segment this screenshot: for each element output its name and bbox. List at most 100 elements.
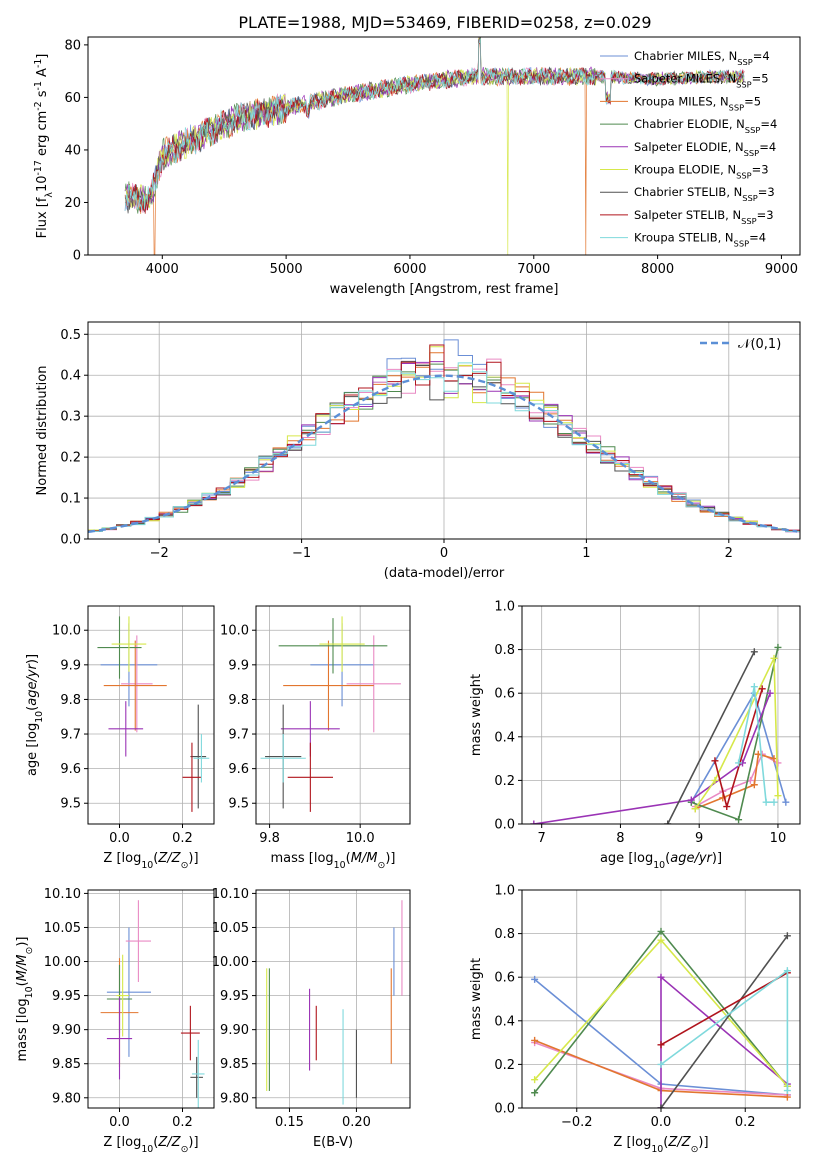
plot-area	[530, 643, 790, 824]
y-tick-label: 0.0	[60, 533, 81, 548]
weight-marker	[723, 803, 731, 811]
weight-marker	[774, 643, 782, 651]
x-tick-label: 0.20	[342, 1115, 371, 1130]
weight-marker	[782, 798, 790, 806]
y-tick-label: 10.10	[212, 887, 249, 902]
legend-label: Salpeter MILES, NSSP=5	[634, 72, 769, 90]
errorbar-point	[97, 616, 142, 679]
x-tick-label: 9.8	[259, 831, 280, 846]
y-axis-label: mass [log10(M/M⊙)]	[15, 936, 35, 1061]
grid	[522, 605, 800, 825]
y-tick-label: 0.5	[60, 328, 81, 343]
errorbar-point	[121, 635, 153, 733]
mass-vs-metallicity-panel: 0.0 0.2 9.80 9.85 9.90 9.95 10.00 10.05 10.10 Z […	[15, 887, 215, 1155]
plot-area	[531, 927, 791, 1108]
plot-area	[266, 900, 403, 1105]
weight-marker	[783, 967, 791, 975]
y-tick-label: 9.8	[60, 693, 81, 708]
x-tick-label: 10	[770, 831, 787, 846]
weight-marker	[657, 927, 665, 935]
errorbar-point	[346, 635, 401, 733]
y-axis-label: mass weight	[469, 674, 484, 756]
weight-line	[737, 686, 774, 803]
x-tick-label: 7000	[517, 262, 550, 277]
errorbar-point	[287, 742, 333, 812]
age-vs-mass-panel: 9.8 10.0 9.5 9.6 9.7 9.8 9.9 10.0 mass [log10(M/…	[220, 605, 411, 871]
y-tick-label: 40	[64, 143, 81, 158]
y-tick-label: 9.7	[60, 728, 81, 743]
x-axis-label: Z [log10(Z/Z⊙)]	[103, 1135, 198, 1155]
weight-marker	[657, 973, 665, 981]
y-tick-label: 0.4	[494, 730, 515, 745]
y-tick-label: 0.1	[60, 492, 81, 507]
weight-marker	[774, 759, 782, 767]
x-tick-label: 0.0	[109, 1115, 130, 1130]
weight-marker	[735, 759, 743, 767]
x-tick-label: 5000	[270, 262, 303, 277]
legend-label: Chabrier MILES, NSSP=4	[634, 49, 770, 67]
weight-marker	[750, 683, 758, 691]
weight-marker	[711, 757, 719, 765]
x-tick-label: 1	[582, 546, 590, 561]
plot-area	[88, 339, 800, 533]
weight-marker	[657, 1041, 665, 1049]
x-tick-label: 8	[616, 831, 624, 846]
legend-label: Kroupa MILES, NSSP=5	[634, 94, 761, 112]
x-axis-label: age [log10(age/yr)]	[600, 851, 722, 871]
errorbar-point	[125, 900, 151, 982]
y-tick-label: 9.5	[228, 797, 249, 812]
axes-frame	[87, 36, 801, 256]
weight-line	[533, 692, 771, 824]
plot-area	[100, 900, 205, 1108]
x-tick-label: 10.0	[346, 831, 375, 846]
x-axis-label: (data-model)/error	[384, 566, 505, 581]
y-tick-label: 0.0	[494, 1102, 515, 1117]
weight-line	[660, 972, 788, 1046]
axes-frame	[255, 605, 411, 825]
weight-marker	[530, 820, 538, 824]
y-tick-label: 9.7	[228, 728, 249, 743]
weight-line	[694, 657, 779, 810]
weight-marker	[783, 1087, 791, 1095]
axes-frame	[521, 605, 801, 825]
y-tick-label: 9.6	[228, 762, 249, 777]
y-tick-label: 0.0	[494, 818, 515, 833]
y-tick-label: 0.8	[494, 927, 515, 942]
y-tick-label: 10.10	[44, 887, 81, 902]
y-tick-label: 9.80	[220, 1091, 249, 1106]
age-vs-metallicity-panel: 0.0 0.2 9.5 9.6 9.7 9.8 9.9 10.0 Z [log10(Z/Z⊙)]…	[25, 605, 215, 871]
weight-marker	[750, 648, 758, 656]
x-tick-label: 0.2	[172, 1115, 193, 1130]
grid	[88, 606, 214, 824]
y-tick-label: 10.0	[220, 624, 249, 639]
mass-vs-ebv-panel: 0.15 0.20 9.80 9.85 9.90 9.95 10.00 10.05 10.10 E…	[212, 887, 411, 1150]
weight-marker	[657, 1104, 665, 1108]
y-tick-label: 9.95	[220, 989, 249, 1004]
x-axis-label: Z [log10(Z/Z⊙)]	[613, 1135, 708, 1155]
weight-marker	[783, 1093, 791, 1101]
axes-frame	[87, 889, 215, 1109]
y-tick-label: 0.3	[60, 410, 81, 425]
weight-marker	[691, 805, 699, 813]
x-tick-label: 0.2	[735, 1115, 756, 1130]
weight-vs-metallicity-panel: −0.2 0.0 0.2 0.0 0.2 0.4 0.6 0.8 1.0 Z [log10(Z/Z…	[469, 884, 801, 1155]
spectrum-line	[124, 38, 745, 212]
weight-line	[660, 935, 789, 1108]
legend-label: Kroupa STELIB, NSSP=4	[634, 231, 766, 249]
y-tick-label: 80	[64, 38, 81, 53]
normal-curve	[88, 374, 798, 533]
grid	[256, 606, 410, 824]
weight-marker	[531, 975, 539, 983]
x-tick-label: 9000	[765, 262, 798, 277]
x-tick-label: 8000	[641, 262, 674, 277]
errorbar-point	[283, 640, 374, 731]
y-tick-label: 0.2	[494, 1058, 515, 1073]
y-tick-label: 9.8	[228, 693, 249, 708]
errorbar-point	[190, 704, 207, 809]
weight-marker	[687, 796, 695, 804]
x-tick-label: 0	[440, 546, 448, 561]
x-tick-label: −1	[292, 546, 311, 561]
x-tick-label: 7	[538, 831, 546, 846]
weight-marker	[664, 820, 672, 824]
weight-marker	[657, 1060, 665, 1068]
